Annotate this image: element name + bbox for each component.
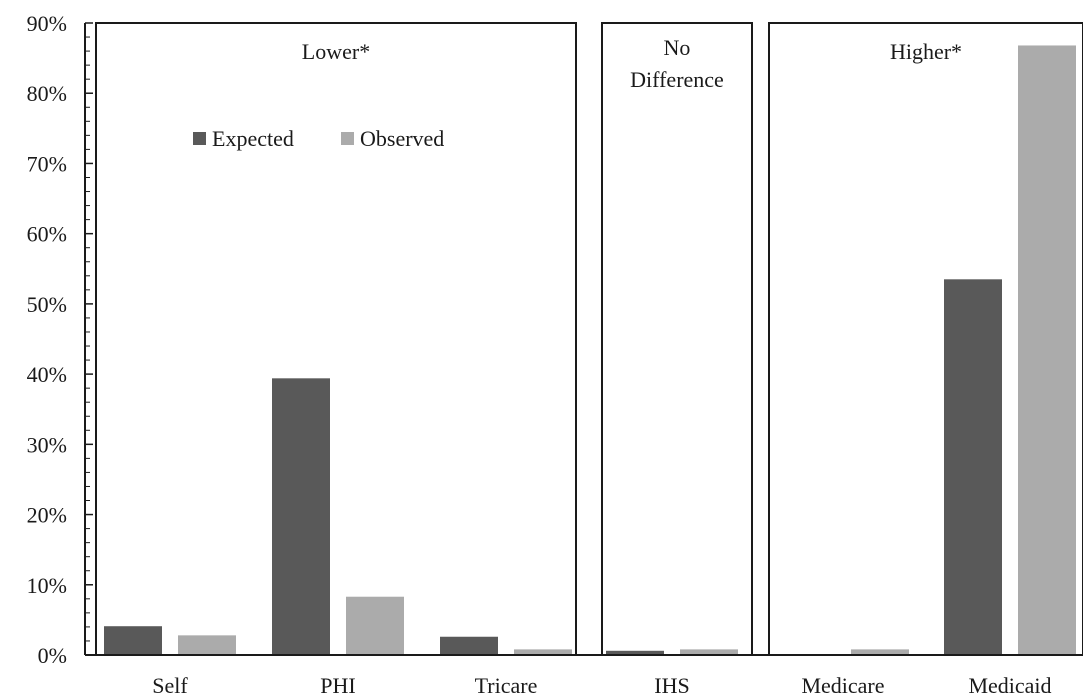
group-box-no-difference [601, 22, 753, 656]
x-tick-label-phi: PHI [320, 673, 355, 696]
bar-expected-phi [272, 378, 330, 655]
x-tick-label-medicaid: Medicaid [968, 673, 1051, 696]
group-label: Lower* [302, 39, 370, 64]
group-boxes: Lower* No Difference Higher* [95, 22, 1083, 656]
bar-observed-phi [346, 596, 404, 655]
bar-expected-tricare [440, 636, 498, 655]
x-tick-label-self: Self [152, 673, 188, 696]
x-axis: Self PHI Tricare IHS Medicare Medicaid [85, 654, 1083, 696]
bar-observed-self [178, 635, 236, 655]
bar-expected-medicaid [944, 279, 1002, 655]
y-tick-label: 80% [27, 81, 67, 106]
y-tick-label: 50% [27, 292, 67, 317]
y-tick-label: 20% [27, 503, 67, 528]
legend: Expected Observed [193, 126, 444, 151]
group-box-lower [95, 22, 577, 656]
y-tick-label: 60% [27, 222, 67, 247]
bar-expected-ihs [606, 650, 664, 655]
x-tick-label-medicare: Medicare [801, 673, 884, 696]
x-tick-label-tricare: Tricare [475, 673, 538, 696]
y-axis: 0% 10% 20% 30% 40% 50% 60% 70% 80% 90% [27, 11, 93, 668]
group-label: Higher* [890, 39, 962, 64]
y-tick-label: 90% [27, 11, 67, 36]
group-label: Difference [630, 67, 724, 92]
legend-swatch-observed [341, 132, 354, 145]
legend-label-expected: Expected [212, 126, 294, 151]
bar-observed-tricare [514, 649, 572, 655]
bar-expected-self [104, 626, 162, 655]
legend-swatch-expected [193, 132, 206, 145]
y-tick-label: 30% [27, 432, 67, 457]
bar-observed-medicaid [1018, 45, 1076, 655]
legend-label-observed: Observed [360, 126, 444, 151]
bars [104, 45, 1076, 655]
y-tick-label: 70% [27, 151, 67, 176]
bar-observed-medicare [851, 649, 909, 655]
x-tick-label-ihs: IHS [654, 673, 689, 696]
y-tick-label: 10% [27, 573, 67, 598]
y-tick-label: 40% [27, 362, 67, 387]
y-tick-label: 0% [38, 643, 67, 668]
group-label: No [664, 35, 691, 60]
bar-observed-ihs [680, 649, 738, 655]
